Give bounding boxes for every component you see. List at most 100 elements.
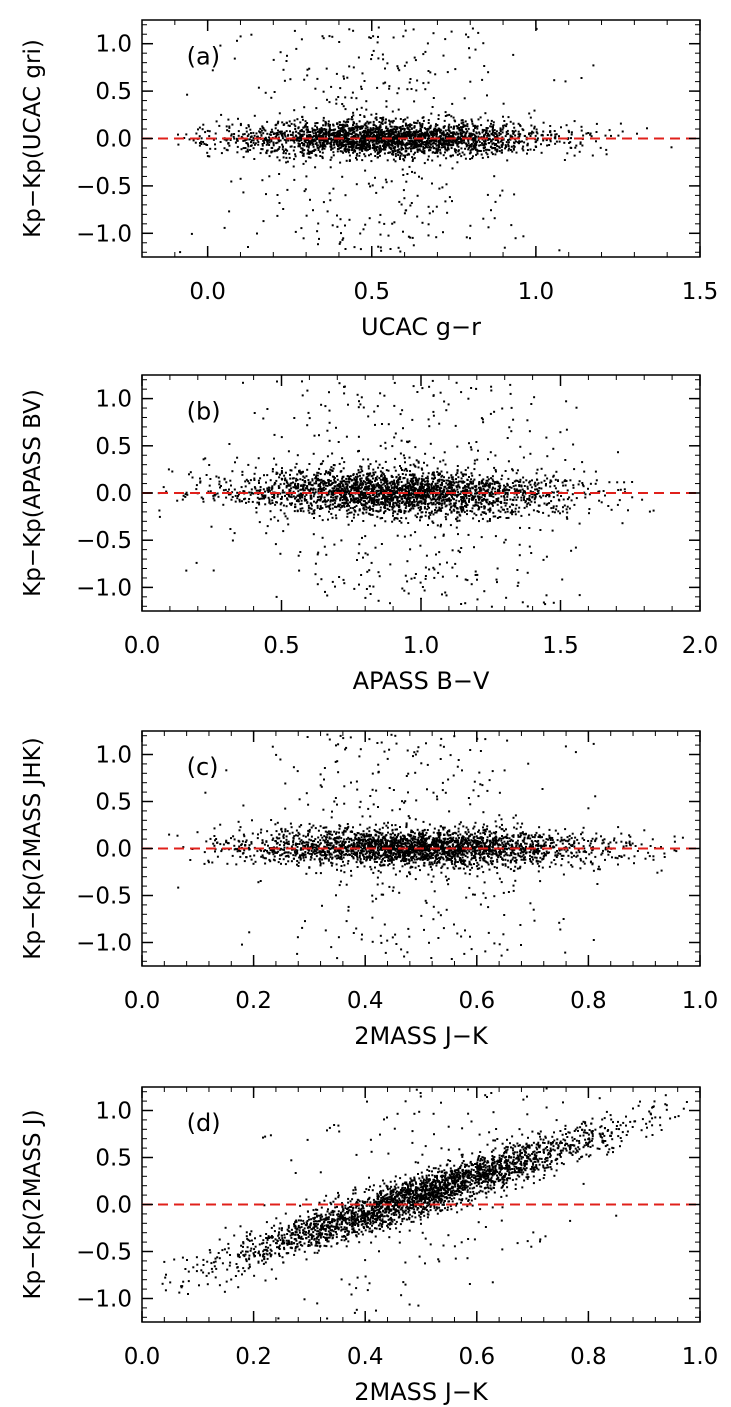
data-point: [456, 127, 459, 130]
data-point: [442, 126, 445, 129]
data-point: [359, 403, 362, 406]
data-point: [265, 139, 268, 142]
data-point: [349, 145, 352, 148]
data-point: [322, 500, 325, 503]
data-point: [460, 480, 463, 483]
data-point: [369, 494, 372, 497]
data-point: [266, 132, 269, 135]
data-point: [389, 136, 392, 139]
data-point: [261, 143, 264, 145]
data-point: [404, 507, 407, 509]
data-point: [415, 146, 418, 149]
data-point: [367, 415, 370, 418]
data-point: [442, 54, 445, 57]
data-point: [499, 140, 502, 143]
data-point: [490, 139, 493, 142]
data-point: [510, 135, 513, 138]
data-point: [273, 483, 276, 486]
data-point: [386, 500, 389, 502]
data-point: [382, 82, 385, 85]
data-point: [419, 483, 422, 486]
data-point: [523, 498, 525, 501]
data-point: [476, 152, 479, 155]
data-point: [508, 147, 511, 150]
data-point: [330, 141, 333, 143]
data-point: [356, 393, 359, 396]
data-point: [489, 451, 492, 454]
data-point: [435, 205, 438, 208]
data-point: [424, 128, 427, 131]
data-point: [388, 151, 390, 154]
data-point: [331, 224, 334, 227]
data-point: [236, 39, 238, 42]
data-point: [448, 499, 451, 502]
data-point: [323, 147, 326, 150]
data-point: [437, 473, 440, 476]
data-point: [353, 130, 356, 133]
data-point: [522, 476, 525, 479]
data-point: [295, 462, 298, 465]
data-point: [402, 142, 405, 145]
data-point: [428, 149, 430, 152]
y-tick-label: −0.5: [76, 174, 132, 200]
data-point: [337, 441, 340, 443]
data-point: [416, 215, 419, 218]
data-point: [275, 134, 278, 137]
data-point: [421, 122, 424, 125]
data-point: [328, 409, 331, 412]
data-point: [360, 147, 363, 150]
data-point: [237, 493, 240, 496]
data-point: [303, 190, 306, 193]
data-point: [329, 158, 332, 161]
data-point: [294, 125, 297, 128]
data-point: [497, 482, 500, 484]
data-point: [397, 246, 400, 249]
data-point: [500, 145, 503, 148]
data-point: [475, 148, 478, 151]
data-point: [505, 123, 508, 126]
data-point: [540, 143, 542, 146]
data-point: [456, 575, 459, 578]
data-point: [355, 157, 357, 159]
data-point: [420, 511, 423, 514]
data-point: [325, 484, 327, 487]
data-point: [356, 108, 358, 111]
data-point: [341, 457, 344, 460]
data-point: [299, 121, 302, 124]
data-point: [443, 400, 446, 403]
data-point: [602, 490, 605, 492]
data-point: [542, 601, 545, 604]
data-point: [456, 511, 459, 514]
data-point: [286, 482, 289, 485]
data-point: [426, 479, 429, 482]
data-point: [273, 493, 276, 496]
data-point: [408, 140, 411, 142]
data-point: [328, 135, 331, 138]
data-point: [402, 427, 404, 430]
data-point: [486, 482, 489, 485]
data-point: [481, 511, 484, 514]
data-point: [555, 140, 558, 143]
data-point: [380, 134, 383, 136]
data-point: [397, 67, 400, 70]
data-point: [361, 143, 364, 146]
data-point: [229, 139, 232, 141]
data-point: [375, 495, 378, 498]
data-point: [349, 129, 352, 132]
data-point: [273, 496, 275, 499]
data-point: [465, 33, 467, 36]
data-point: [358, 148, 361, 151]
data-point: [477, 139, 480, 142]
data-point: [310, 507, 313, 510]
data-point: [346, 123, 349, 126]
data-point: [360, 574, 363, 576]
data-point: [377, 571, 380, 574]
data-point: [438, 422, 441, 425]
data-point: [445, 140, 448, 143]
data-point: [339, 218, 342, 221]
data-point: [540, 481, 543, 484]
data-point: [517, 136, 520, 139]
data-point: [459, 492, 462, 495]
data-point: [350, 96, 353, 99]
data-point: [223, 147, 226, 150]
